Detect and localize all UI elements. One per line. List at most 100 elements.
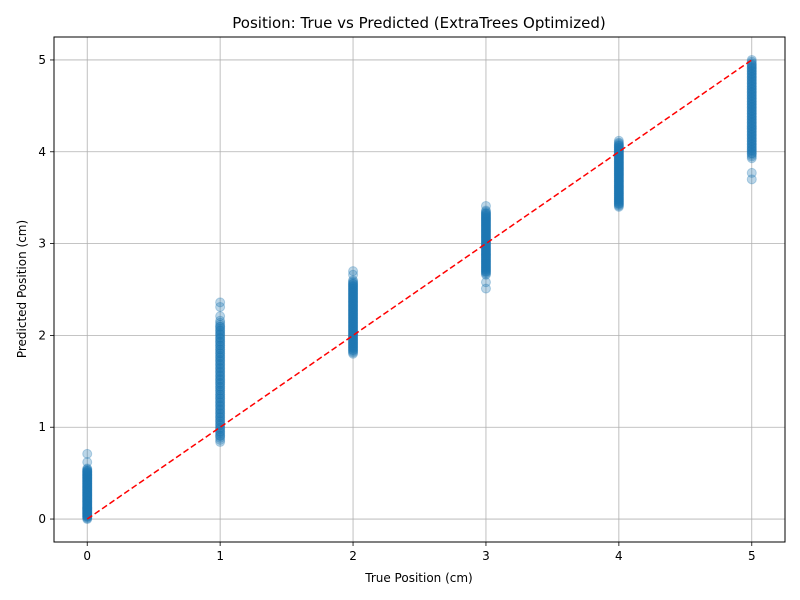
data-point — [82, 470, 93, 481]
data-point — [480, 261, 491, 272]
data-point — [215, 406, 226, 417]
data-point — [215, 400, 226, 411]
x-tick-label: 3 — [482, 549, 490, 563]
data-point — [215, 383, 226, 394]
data-point — [480, 250, 491, 261]
data-point — [480, 228, 491, 239]
data-point — [746, 114, 757, 125]
data-point — [613, 173, 624, 184]
data-point — [746, 104, 757, 115]
data-point — [82, 491, 93, 502]
data-point — [613, 188, 624, 199]
data-point — [746, 129, 757, 140]
data-point — [613, 162, 624, 173]
data-point — [82, 489, 93, 500]
data-point — [613, 199, 624, 210]
data-point — [348, 302, 359, 313]
x-tick-label: 1 — [216, 549, 224, 563]
data-point-outlier — [480, 277, 491, 288]
data-point — [480, 240, 491, 251]
data-point — [613, 176, 624, 187]
data-point — [480, 232, 491, 243]
data-point — [613, 201, 624, 212]
data-point — [613, 171, 624, 182]
data-point — [215, 399, 226, 410]
data-point — [215, 434, 226, 445]
data-point — [348, 286, 359, 297]
data-point — [746, 103, 757, 114]
data-point — [480, 225, 491, 236]
data-point — [82, 472, 93, 483]
data-point — [480, 245, 491, 256]
data-point — [613, 178, 624, 189]
data-point — [746, 56, 757, 67]
data-point — [215, 430, 226, 441]
data-point — [82, 503, 93, 514]
data-point — [215, 352, 226, 363]
data-point — [613, 189, 624, 200]
data-point — [82, 508, 93, 519]
data-point — [480, 260, 491, 271]
data-point — [348, 320, 359, 331]
data-point — [613, 137, 624, 148]
data-point — [82, 512, 93, 523]
data-point — [348, 306, 359, 317]
data-point — [215, 395, 226, 406]
data-point — [348, 324, 359, 335]
data-point — [82, 472, 93, 483]
data-point — [348, 342, 359, 353]
data-point — [746, 66, 757, 77]
data-point — [480, 214, 491, 225]
data-point — [82, 487, 93, 498]
data-point — [746, 69, 757, 80]
data-point — [480, 222, 491, 233]
y-tick-label: 5 — [38, 53, 46, 67]
data-point — [348, 340, 359, 351]
data-point — [215, 325, 226, 336]
data-point — [82, 469, 93, 480]
data-point — [480, 208, 491, 219]
data-point — [613, 151, 624, 162]
x-axis-ticks: 0 1 2 3 4 5 — [83, 542, 756, 563]
data-point — [613, 153, 624, 164]
data-point — [82, 485, 93, 496]
data-point — [215, 379, 226, 390]
data-point — [746, 91, 757, 102]
data-point — [480, 215, 491, 226]
data-point — [613, 182, 624, 193]
data-point — [215, 377, 226, 388]
data-point — [215, 428, 226, 439]
data-point — [215, 317, 226, 328]
data-point — [215, 315, 226, 326]
data-point — [82, 483, 93, 494]
data-point — [215, 328, 226, 339]
data-point — [480, 246, 491, 257]
data-point — [82, 505, 93, 516]
data-point — [613, 174, 624, 185]
data-point — [613, 195, 624, 206]
data-point — [746, 76, 757, 87]
data-point — [480, 212, 491, 223]
data-point — [348, 298, 359, 309]
data-point — [82, 464, 93, 475]
data-point — [613, 172, 624, 183]
data-point — [348, 336, 359, 347]
data-point — [746, 74, 757, 85]
data-point — [215, 397, 226, 408]
data-point — [746, 133, 757, 144]
data-point — [480, 210, 491, 221]
data-point — [746, 126, 757, 137]
data-point — [613, 158, 624, 169]
data-point — [480, 229, 491, 240]
chart-title: Position: True vs Predicted (ExtraTrees … — [232, 14, 605, 32]
data-point — [215, 427, 226, 438]
data-point — [215, 334, 226, 345]
y-axis-ticks: 0 1 2 3 4 5 — [38, 53, 54, 526]
data-point — [82, 495, 93, 506]
data-point — [613, 160, 624, 171]
data-point — [746, 126, 757, 137]
data-point — [215, 336, 226, 347]
data-point-outlier — [82, 457, 93, 468]
data-point — [348, 292, 359, 303]
